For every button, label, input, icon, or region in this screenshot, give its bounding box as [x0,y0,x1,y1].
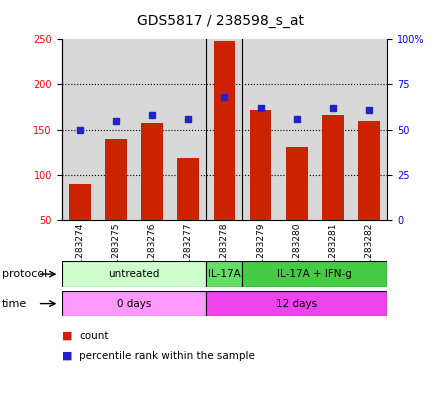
Bar [69,184,91,220]
Text: untreated: untreated [108,269,160,279]
Bar [62,261,206,287]
Bar [206,261,242,287]
Bar [322,115,344,220]
Bar [358,121,380,220]
Bar [242,261,387,287]
Bar [279,39,315,220]
Text: ■: ■ [62,351,72,361]
Bar [177,158,199,220]
Bar [62,291,206,316]
Bar [286,147,308,220]
Bar [213,41,235,220]
Text: 12 days: 12 days [276,299,317,309]
Text: time: time [2,299,27,309]
Bar [62,39,98,220]
Bar [141,123,163,220]
Text: GDS5817 / 238598_s_at: GDS5817 / 238598_s_at [136,14,304,28]
Bar [315,39,351,220]
Text: IL-17A + IFN-g: IL-17A + IFN-g [277,269,352,279]
Text: ■: ■ [62,331,72,341]
Bar [351,39,387,220]
Bar [206,39,242,220]
Bar [170,39,206,220]
Bar [242,39,279,220]
Text: IL-17A: IL-17A [208,269,241,279]
Text: protocol: protocol [2,269,48,279]
Bar [105,139,127,220]
Bar [98,39,134,220]
Bar [206,291,387,316]
Bar [134,39,170,220]
Bar [250,110,271,220]
Text: count: count [79,331,109,341]
Text: percentile rank within the sample: percentile rank within the sample [79,351,255,361]
Text: 0 days: 0 days [117,299,151,309]
